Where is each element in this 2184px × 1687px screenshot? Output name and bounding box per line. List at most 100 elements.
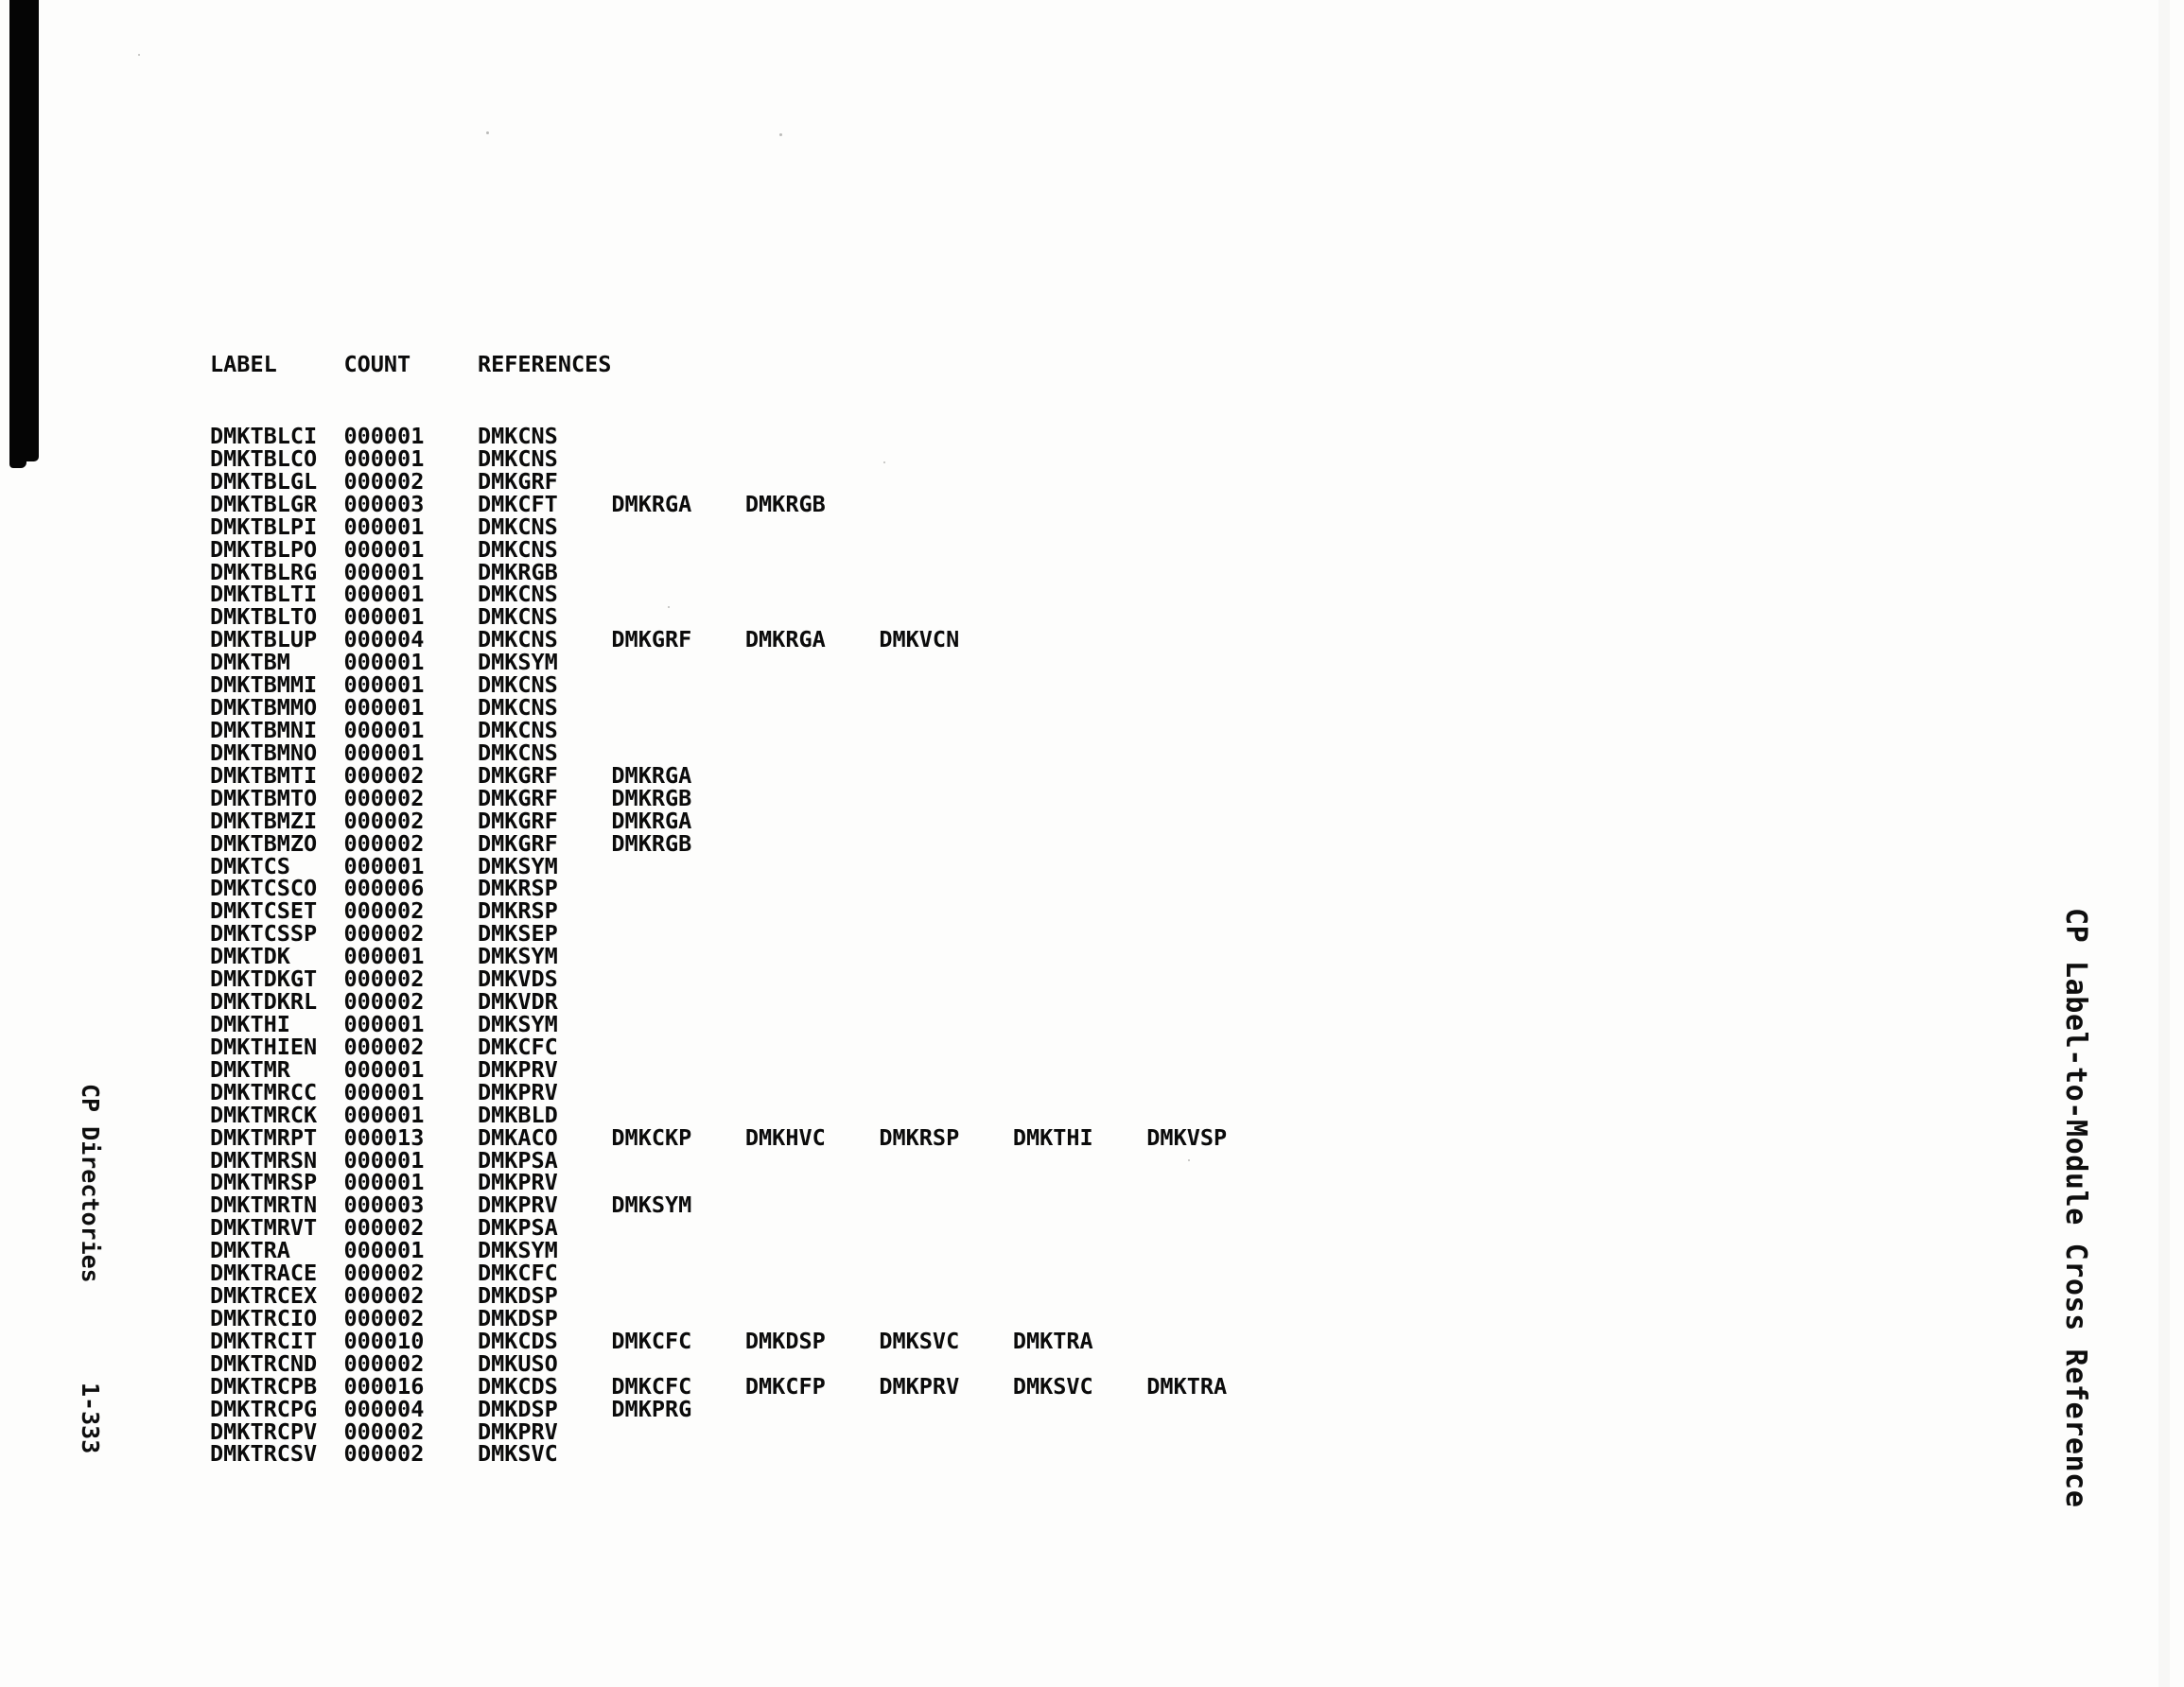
table-header: LABEL COUNT REFERENCES — [210, 351, 612, 377]
table-row: DMKTRCPB 000016 DMKCDS DMKCFC DMKCFP DMKPRV DM… — [210, 1372, 1227, 1400]
references-cells: DMKPSA — [478, 1216, 558, 1240]
table-row: DMKTBLTO 000001 DMKCNS — [210, 603, 1227, 631]
table-row: DMKTCSSP 000002 DMKSEP — [210, 920, 1227, 948]
label-cell: DMKTBMTI — [210, 761, 318, 789]
reference-cell: DMKRGB — [611, 829, 692, 857]
count-cell: 000004 — [343, 1395, 425, 1422]
reference-cell: DMKCNS — [477, 739, 558, 766]
scan-speck — [883, 461, 885, 463]
table-row: DMKTBMMO 000001 DMKCNS — [210, 694, 1227, 722]
reference-cell: DMKGRF — [477, 807, 558, 834]
references-cells: DMKDSP DMKPRG — [478, 1395, 692, 1422]
references-cells: DMKSYM — [478, 855, 558, 878]
count-cell: 000002 — [343, 761, 425, 789]
count-cell: 000002 — [343, 784, 425, 811]
reference-cell: DMKPRG — [611, 1395, 692, 1422]
right-margin-title: CP Label-to-Module Cross Reference — [2059, 908, 2092, 1508]
references-cells: DMKCNS — [477, 535, 558, 563]
reference-cell: DMKCNS — [477, 603, 558, 631]
reference-cell: DMKGRF — [477, 467, 558, 495]
table-row: DMKTMR 000001 DMKPRV — [210, 1055, 1227, 1083]
reference-cell: DMKRGA — [611, 807, 692, 834]
label-cell: DMKTDKRL — [210, 988, 318, 1016]
table-row: DMKTRCSV 000002 DMKSVC — [210, 1443, 1227, 1466]
label-cell: DMKTRCPG — [210, 1395, 318, 1422]
table-row: DMKTDKGT 000002 DMKVDS — [210, 965, 1227, 993]
table-row: DMKTBMMI 000001 DMKCNS — [210, 671, 1227, 699]
label-cell: DMKTMRSP — [210, 1169, 318, 1196]
reference-cell: DMKCNS — [477, 671, 558, 699]
label-cell: DMKTBLTI — [210, 581, 318, 608]
table-row: DMKTBM 000001 DMKSYM — [210, 649, 1227, 676]
reference-cell: DMKCNS — [477, 716, 558, 743]
table-row: DMKTBLCI 000001 DMKCNS — [210, 425, 1227, 448]
table-row: DMKTRA 000001 DMKSYM — [210, 1239, 1227, 1262]
reference-cell: DMKRSP — [879, 1123, 960, 1151]
reference-cell: DMKBLD — [477, 1101, 558, 1128]
references-cells: DMKCNS — [477, 671, 558, 699]
references-cells: DMKPSA — [477, 1146, 558, 1174]
label-cell: DMKTBLPO — [210, 535, 318, 563]
reference-cell: DMKGRF — [611, 626, 692, 653]
count-cell: 000010 — [343, 1327, 425, 1354]
label-cell: DMKTHIEN — [210, 1033, 318, 1060]
table-row: DMKTHI 000001 DMKSYM — [210, 1013, 1227, 1036]
reference-cell: DMKDSP — [477, 1282, 558, 1310]
count-cell: 000002 — [343, 920, 425, 948]
label-cell: DMKTBMMI — [210, 671, 318, 699]
reference-cell: DMKPSA — [477, 1146, 558, 1174]
reference-cell: DMKCFP — [744, 1372, 826, 1400]
count-cell: 000001 — [343, 943, 425, 970]
reference-cell: DMKDSP — [477, 1304, 558, 1331]
count-cell: 000003 — [343, 490, 425, 517]
reference-cell: DMKCFC — [477, 1260, 558, 1287]
references-cells: DMKSYM — [478, 651, 558, 674]
label-cell: DMKTCSCO — [210, 875, 318, 902]
reference-cell: DMKSVC — [477, 1440, 558, 1468]
header-row: LABEL COUNT REFERENCES — [210, 351, 612, 377]
reference-cell: DMKVDS — [477, 965, 558, 993]
reference-cell: DMKCNS — [477, 581, 558, 608]
table-row: DMKTBLGR 000003 DMKCFT DMKRGA DMKRGB — [210, 490, 1227, 517]
references-cells: DMKPRV — [478, 1058, 558, 1082]
table-row: DMKTRCIO 000002 DMKDSP — [210, 1304, 1227, 1331]
label-cell: DMKTCSET — [210, 897, 318, 925]
label-cell: DMKTCS — [210, 852, 290, 879]
reference-cell: DMKCFC — [611, 1327, 692, 1354]
count-cell: 000002 — [343, 988, 425, 1016]
table-row: DMKTRCPV 000002 DMKPRV — [210, 1420, 1227, 1444]
references-cells: DMKSEP — [478, 922, 558, 946]
reference-cell: DMKVSP — [1146, 1123, 1228, 1151]
count-cell: 000001 — [343, 671, 425, 699]
references-cells: DMKGRF DMKRGB — [478, 829, 692, 857]
count-cell: 000001 — [343, 1055, 425, 1083]
label-cell: DMKTRCPB — [210, 1372, 318, 1400]
references-cells: DMKCFC — [477, 1260, 558, 1287]
table-row: DMKTMRCK 000001 DMKBLD — [210, 1104, 1227, 1127]
column-header-references: REFERENCES — [477, 351, 612, 377]
table-row: DMKTBMTO 000002 DMKGRF DMKRGB — [210, 784, 1227, 811]
reference-cell: DMKCNS — [477, 444, 558, 472]
reference-cell: DMKCNS — [477, 535, 558, 563]
table-row: DMKTBMTI 000002 DMKGRF DMKRGA — [210, 761, 1227, 789]
label-cell: DMKTBMNI — [210, 716, 318, 743]
table-row: DMKTRCPG 000004 DMKDSP DMKPRG — [210, 1395, 1227, 1422]
count-cell: 000001 — [343, 444, 425, 472]
count-cell: 000002 — [343, 1260, 425, 1287]
reference-cell: DMKPRV — [879, 1372, 960, 1400]
label-cell: DMKTBM — [210, 649, 290, 676]
reference-cell: DMKPRV — [477, 1191, 558, 1219]
reference-cell: DMKDSP — [744, 1327, 826, 1354]
table-row: DMKTRACE 000002 DMKCFC — [210, 1260, 1227, 1287]
references-cells: DMKGRF — [477, 467, 558, 495]
table-row: DMKTMRTN 000003 DMKPRV DMKSYM — [210, 1191, 1227, 1219]
label-cell: DMKTMRVT — [210, 1214, 318, 1242]
label-cell: DMKTBMTO — [210, 784, 318, 811]
reference-cell: DMKTHI — [1012, 1123, 1093, 1151]
count-cell: 000001 — [343, 694, 425, 722]
count-cell: 000002 — [343, 467, 425, 495]
label-cell: DMKTBMMO — [210, 694, 318, 722]
column-header-label: LABEL — [210, 351, 277, 377]
label-cell: DMKTBMNO — [210, 739, 318, 766]
reference-cell: DMKRGA — [611, 490, 692, 517]
